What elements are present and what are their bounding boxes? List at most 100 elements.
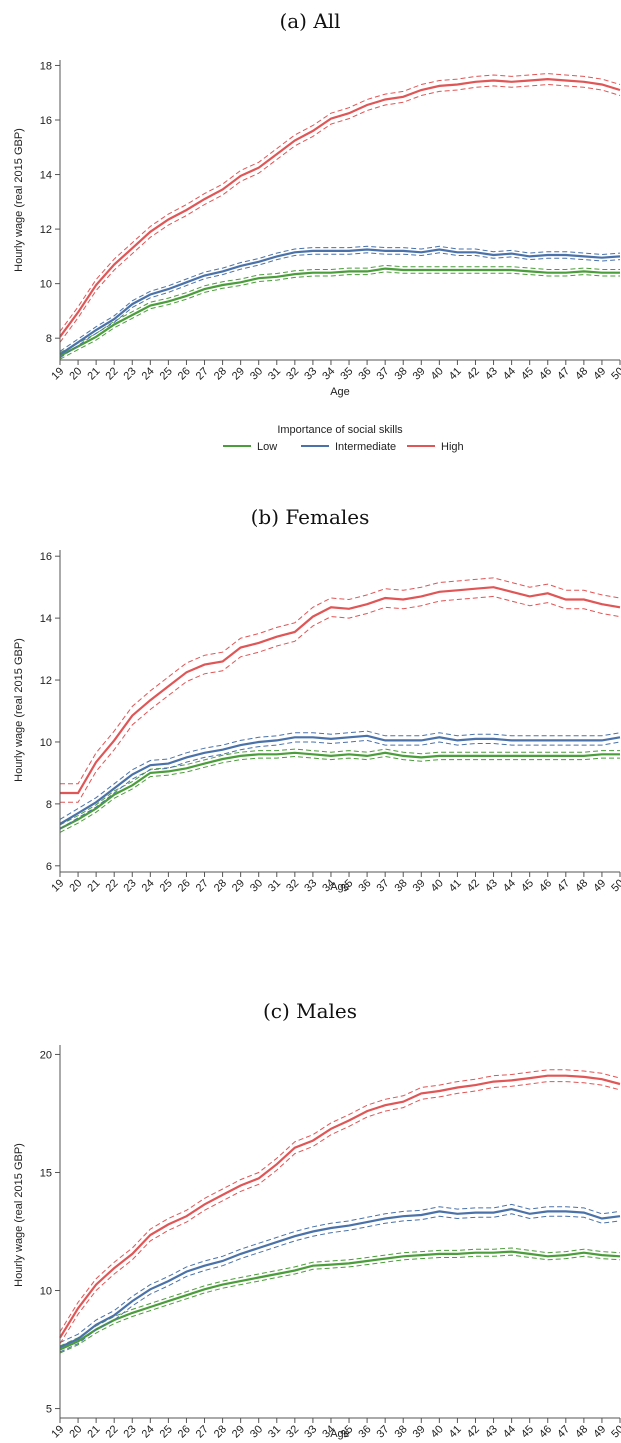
legend-label-high: High <box>441 441 464 453</box>
x-tick-label: 45 <box>519 1423 536 1440</box>
y-tick-label: 6 <box>46 861 52 873</box>
x-tick-label: 49 <box>591 1423 608 1440</box>
y-tick-label: 16 <box>40 551 52 563</box>
x-tick-label: 19 <box>49 365 66 382</box>
x-tick-label: 24 <box>140 365 157 382</box>
x-tick-label: 43 <box>483 1423 500 1440</box>
x-tick-label: 32 <box>284 1423 301 1440</box>
x-tick-label: 44 <box>501 877 518 894</box>
x-tick-label: 21 <box>85 877 102 894</box>
x-tick-label: 43 <box>483 365 500 382</box>
x-axis-label: Age <box>330 881 350 893</box>
x-tick-label: 37 <box>374 365 391 382</box>
x-tick-label: 41 <box>447 365 464 382</box>
x-tick-label: 50 <box>609 877 621 894</box>
ci-upper-high <box>60 577 621 785</box>
x-axis-label: Age <box>330 1428 350 1440</box>
ci-upper-high <box>59 73 621 332</box>
x-tick-label: 23 <box>122 1423 139 1440</box>
x-tick-label: 29 <box>230 1423 247 1440</box>
x-tick-label: 22 <box>103 1423 120 1440</box>
series-line-high <box>60 586 621 795</box>
x-tick-label: 46 <box>537 1423 554 1440</box>
x-tick-label: 44 <box>501 1423 518 1440</box>
y-tick-label: 20 <box>40 1049 52 1061</box>
x-tick-label: 45 <box>519 877 536 894</box>
y-tick-label: 15 <box>40 1167 52 1179</box>
ci-upper-intermediate <box>59 245 621 352</box>
ci-upper-intermediate <box>59 730 621 820</box>
y-axis-label: Hourly wage (real 2015 GBP) <box>13 1143 25 1287</box>
series-line-low <box>59 267 620 357</box>
x-tick-label: 38 <box>393 365 410 382</box>
x-tick-label: 46 <box>537 877 554 894</box>
x-tick-label: 38 <box>393 1423 410 1440</box>
ci-lower-low <box>59 755 620 833</box>
x-tick-label: 22 <box>103 877 120 894</box>
x-tick-label: 30 <box>248 1423 265 1440</box>
x-tick-label: 23 <box>122 365 139 382</box>
x-tick-label: 30 <box>248 365 265 382</box>
series-line-low <box>59 1250 621 1351</box>
x-tick-label: 25 <box>158 1423 175 1440</box>
x-tick-label: 25 <box>158 365 175 382</box>
ci-lower-intermediate <box>59 252 621 359</box>
y-axis-label: Hourly wage (real 2015 GBP) <box>13 638 25 782</box>
x-tick-label: 36 <box>356 365 373 382</box>
ci-upper-low <box>59 264 620 354</box>
x-tick-label: 49 <box>591 877 608 894</box>
x-tick-label: 28 <box>212 877 229 894</box>
x-tick-label: 26 <box>176 877 193 894</box>
x-tick-label: 28 <box>212 1423 229 1440</box>
x-tick-label: 31 <box>266 877 283 894</box>
x-tick-label: 46 <box>537 365 554 382</box>
chart-panel-all: (a) All 8 10 12 14 16 18 19 20 21 22 23 24 25 26 27 28 2… <box>13 9 621 398</box>
y-tick-label: 12 <box>40 224 52 236</box>
ci-upper-low <box>59 1247 621 1347</box>
x-tick-label: 19 <box>49 1423 66 1440</box>
x-tick-label: 48 <box>573 365 590 382</box>
x-tick-label: 35 <box>338 365 355 382</box>
x-tick-label: 37 <box>374 877 391 894</box>
x-tick-label: 38 <box>393 877 410 894</box>
x-tick-label: 31 <box>266 365 283 382</box>
x-tick-label: 36 <box>356 877 373 894</box>
x-tick-label: 34 <box>320 365 337 382</box>
x-tick-label: 40 <box>429 877 446 894</box>
x-tick-label: 33 <box>302 1423 319 1440</box>
x-tick-label: 48 <box>573 1423 590 1440</box>
x-axis-label: Age <box>330 386 350 398</box>
y-tick-label: 18 <box>40 60 52 72</box>
x-tick-label: 24 <box>140 877 157 894</box>
x-tick-label: 25 <box>158 877 175 894</box>
x-tick-label: 42 <box>465 1423 482 1440</box>
y-tick-label: 14 <box>40 613 52 625</box>
x-tick-label: 36 <box>356 1423 373 1440</box>
legend-label-intermediate: Intermediate <box>335 441 396 453</box>
panel-title: (a) All <box>279 9 340 33</box>
x-tick-label: 40 <box>429 1423 446 1440</box>
series-line-high <box>59 77 621 338</box>
x-tick-label: 41 <box>447 1423 464 1440</box>
ci-upper-high <box>59 1069 621 1333</box>
x-tick-label: 28 <box>212 365 229 382</box>
legend-label-low: Low <box>257 441 277 453</box>
x-tick-label: 45 <box>519 365 536 382</box>
x-tick-label: 39 <box>411 877 428 894</box>
x-tick-label: 27 <box>194 1423 211 1440</box>
x-tick-label: 31 <box>266 1423 283 1440</box>
ci-upper-intermediate <box>59 1203 621 1343</box>
x-tick-label: 23 <box>122 877 139 894</box>
y-tick-label: 12 <box>40 675 52 687</box>
ci-lower-low <box>59 271 620 360</box>
ci-lower-intermediate <box>59 739 621 830</box>
x-tick-label: 21 <box>85 365 102 382</box>
x-tick-label: 42 <box>465 365 482 382</box>
series-line-intermediate <box>59 1207 621 1349</box>
x-tick-label: 47 <box>555 365 572 382</box>
y-tick-label: 5 <box>46 1404 52 1416</box>
x-tick-label: 44 <box>501 365 518 382</box>
x-tick-label: 48 <box>573 877 590 894</box>
ci-lower-high <box>59 1081 621 1344</box>
